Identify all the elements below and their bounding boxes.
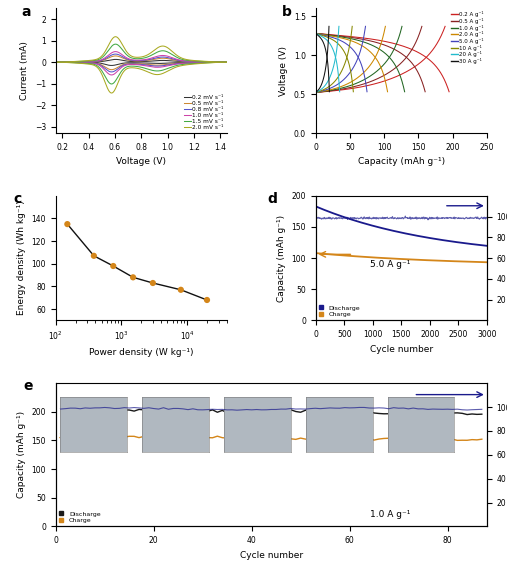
0.2 mV s⁻¹: [53, 59, 59, 65]
Point: [203, 296, 211, 305]
Line: 1.5 mV s⁻¹: 1.5 mV s⁻¹: [56, 62, 227, 84]
2.0 mV s⁻¹: [154, 72, 160, 78]
Line: 0.5 mV s⁻¹: 0.5 mV s⁻¹: [56, 62, 227, 70]
Text: 45°: 45°: [147, 417, 161, 426]
Text: 135°: 135°: [325, 417, 344, 426]
0.8 mV s⁻¹: [224, 59, 230, 65]
0.5 mV s⁻¹: [83, 59, 89, 66]
Text: 5.0 A g⁻¹: 5.0 A g⁻¹: [371, 260, 411, 269]
0.8 mV s⁻¹: [97, 61, 103, 68]
0.5 mV s⁻¹: [167, 61, 173, 68]
1.5 mV s⁻¹: [97, 65, 103, 72]
Text: 180°: 180°: [409, 417, 427, 426]
1.0 mV s⁻¹: [83, 60, 89, 66]
Legend: 0.2 mV s⁻¹, 0.5 mV s⁻¹, 0.8 mV s⁻¹, 1.0 mV s⁻¹, 1.5 mV s⁻¹, 2.0 mV s⁻¹: 0.2 mV s⁻¹, 0.5 mV s⁻¹, 0.8 mV s⁻¹, 1.0 …: [184, 95, 224, 130]
1.0 mV s⁻¹: [53, 59, 59, 65]
0.2 mV s⁻¹: [182, 59, 188, 66]
0.2 mV s⁻¹: [83, 59, 89, 66]
1.0 mV s⁻¹: [154, 64, 160, 71]
0.8 mV s⁻¹: [108, 69, 115, 75]
0.5 mV s⁻¹: [130, 60, 136, 67]
2.0 mV s⁻¹: [53, 59, 59, 65]
Legend: Discharge, Charge: Discharge, Charge: [59, 511, 100, 523]
0.2 mV s⁻¹: [97, 60, 103, 66]
X-axis label: Cycle number: Cycle number: [370, 345, 433, 354]
Line: 0.8 mV s⁻¹: 0.8 mV s⁻¹: [56, 62, 227, 72]
0.2 mV s⁻¹: [224, 59, 230, 65]
X-axis label: Capacity (mAh g⁻¹): Capacity (mAh g⁻¹): [357, 157, 445, 166]
Y-axis label: Energy density (Wh kg⁻¹): Energy density (Wh kg⁻¹): [17, 200, 26, 315]
2.0 mV s⁻¹: [83, 60, 89, 67]
1.5 mV s⁻¹: [182, 61, 188, 68]
X-axis label: Power density (W kg⁻¹): Power density (W kg⁻¹): [89, 348, 194, 357]
1.0 mV s⁻¹: [167, 62, 173, 69]
0.8 mV s⁻¹: [130, 61, 136, 68]
0.2 mV s⁻¹: [130, 59, 136, 66]
X-axis label: Voltage (V): Voltage (V): [116, 157, 166, 166]
Y-axis label: Capacity (mAh g⁻¹): Capacity (mAh g⁻¹): [277, 215, 286, 302]
0.5 mV s⁻¹: [97, 61, 103, 68]
0.8 mV s⁻¹: [53, 59, 59, 65]
Y-axis label: Capacity (mAh g⁻¹): Capacity (mAh g⁻¹): [17, 411, 26, 498]
0.5 mV s⁻¹: [224, 59, 230, 65]
0.2 mV s⁻¹: [108, 62, 115, 69]
Point: [177, 285, 185, 294]
Text: c: c: [13, 192, 21, 206]
Text: 90°: 90°: [235, 417, 248, 426]
Point: [90, 251, 98, 260]
1.5 mV s⁻¹: [130, 62, 136, 69]
Point: [149, 279, 157, 288]
0.8 mV s⁻¹: [154, 62, 160, 69]
Line: 2.0 mV s⁻¹: 2.0 mV s⁻¹: [56, 62, 227, 93]
Text: a: a: [22, 5, 31, 19]
0.5 mV s⁻¹: [154, 62, 160, 69]
Text: b: b: [281, 5, 292, 19]
X-axis label: Cycle number: Cycle number: [240, 551, 303, 560]
1.5 mV s⁻¹: [167, 64, 173, 71]
0.5 mV s⁻¹: [182, 60, 188, 66]
1.5 mV s⁻¹: [83, 60, 89, 66]
2.0 mV s⁻¹: [224, 59, 230, 65]
1.0 mV s⁻¹: [224, 59, 230, 65]
Y-axis label: Current (mA): Current (mA): [20, 41, 29, 100]
Point: [109, 261, 117, 270]
Text: d: d: [268, 192, 278, 206]
0.2 mV s⁻¹: [167, 60, 173, 66]
0.8 mV s⁻¹: [167, 61, 173, 68]
1.0 mV s⁻¹: [108, 72, 115, 78]
2.0 mV s⁻¹: [130, 64, 136, 71]
0.8 mV s⁻¹: [182, 60, 188, 66]
0.5 mV s⁻¹: [53, 59, 59, 65]
0.2 mV s⁻¹: [154, 60, 160, 67]
Y-axis label: Voltage (V): Voltage (V): [279, 46, 288, 96]
1.5 mV s⁻¹: [108, 81, 115, 87]
Legend: Discharge, Charge: Discharge, Charge: [319, 305, 360, 317]
1.0 mV s⁻¹: [130, 61, 136, 68]
1.5 mV s⁻¹: [154, 68, 160, 74]
1.5 mV s⁻¹: [53, 59, 59, 65]
Line: 1.0 mV s⁻¹: 1.0 mV s⁻¹: [56, 62, 227, 75]
Text: 1.0 A g⁻¹: 1.0 A g⁻¹: [370, 511, 411, 520]
1.5 mV s⁻¹: [224, 59, 230, 65]
Point: [129, 273, 137, 282]
Point: [63, 220, 71, 229]
2.0 mV s⁻¹: [182, 62, 188, 69]
1.0 mV s⁻¹: [97, 62, 103, 69]
Legend: 0.2 A g⁻¹, 0.5 A g⁻¹, 1.0 A g⁻¹, 2.0 A g⁻¹, 5.0 A g⁻¹, 10 A g⁻¹, 20 A g⁻¹, 30 A : 0.2 A g⁻¹, 0.5 A g⁻¹, 1.0 A g⁻¹, 2.0 A g…: [451, 11, 484, 64]
Line: 0.2 mV s⁻¹: 0.2 mV s⁻¹: [56, 62, 227, 65]
2.0 mV s⁻¹: [167, 66, 173, 73]
Text: e: e: [23, 379, 33, 393]
2.0 mV s⁻¹: [108, 90, 115, 96]
0.5 mV s⁻¹: [108, 66, 115, 73]
1.0 mV s⁻¹: [182, 60, 188, 67]
0.8 mV s⁻¹: [83, 59, 89, 66]
Text: flat: flat: [74, 417, 87, 426]
2.0 mV s⁻¹: [97, 67, 103, 74]
